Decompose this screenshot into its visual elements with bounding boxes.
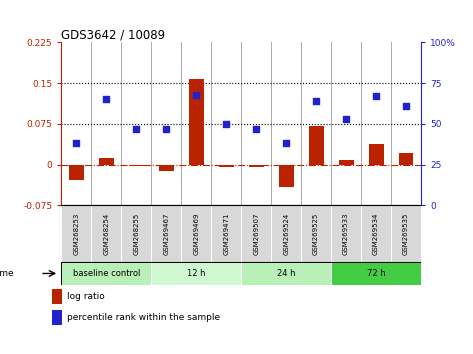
Bar	[69, 165, 84, 180]
Bar	[279, 165, 294, 187]
Text: 24 h: 24 h	[277, 269, 296, 278]
Bar	[398, 153, 413, 165]
Point	[282, 141, 290, 146]
Text: GSM269469: GSM269469	[193, 212, 199, 255]
Text: GSM269535: GSM269535	[403, 212, 409, 255]
FancyBboxPatch shape	[361, 205, 391, 262]
Point	[222, 121, 230, 127]
FancyBboxPatch shape	[271, 205, 301, 262]
FancyBboxPatch shape	[241, 205, 271, 262]
Point	[193, 92, 200, 97]
FancyBboxPatch shape	[151, 262, 241, 285]
Text: GDS3642 / 10089: GDS3642 / 10089	[61, 28, 166, 41]
Text: GSM269471: GSM269471	[223, 212, 229, 255]
Bar	[52, 289, 61, 304]
Point	[132, 126, 140, 132]
Text: GSM269524: GSM269524	[283, 212, 289, 255]
FancyBboxPatch shape	[211, 205, 241, 262]
Text: time: time	[0, 269, 14, 278]
Bar	[308, 126, 324, 165]
Bar	[52, 310, 61, 325]
Point	[73, 141, 80, 146]
Point	[402, 103, 410, 109]
Point	[372, 93, 380, 99]
Bar	[129, 165, 144, 166]
Bar	[368, 144, 384, 165]
Bar	[159, 165, 174, 171]
Point	[163, 126, 170, 132]
Text: GSM269467: GSM269467	[163, 212, 169, 255]
Text: GSM269507: GSM269507	[253, 212, 259, 255]
Text: GSM269534: GSM269534	[373, 212, 379, 255]
FancyBboxPatch shape	[331, 205, 361, 262]
Text: GSM268253: GSM268253	[73, 212, 79, 255]
Bar	[219, 165, 234, 167]
Point	[342, 116, 350, 122]
Text: GSM268254: GSM268254	[104, 212, 109, 255]
FancyBboxPatch shape	[61, 205, 91, 262]
Text: baseline control: baseline control	[73, 269, 140, 278]
Point	[253, 126, 260, 132]
Text: 12 h: 12 h	[187, 269, 206, 278]
Point	[312, 98, 320, 104]
Text: 72 h: 72 h	[367, 269, 385, 278]
Bar	[189, 79, 204, 165]
Point	[103, 97, 110, 102]
FancyBboxPatch shape	[301, 205, 331, 262]
Text: GSM268255: GSM268255	[133, 212, 140, 255]
FancyBboxPatch shape	[122, 205, 151, 262]
FancyBboxPatch shape	[331, 262, 421, 285]
Text: log ratio: log ratio	[67, 292, 105, 301]
Bar	[339, 160, 354, 165]
Bar	[99, 158, 114, 165]
FancyBboxPatch shape	[391, 205, 421, 262]
Text: GSM269525: GSM269525	[313, 212, 319, 255]
FancyBboxPatch shape	[241, 262, 331, 285]
FancyBboxPatch shape	[151, 205, 181, 262]
FancyBboxPatch shape	[91, 205, 122, 262]
Bar	[249, 165, 264, 167]
Text: percentile rank within the sample: percentile rank within the sample	[67, 313, 220, 322]
Text: GSM269533: GSM269533	[343, 212, 349, 255]
FancyBboxPatch shape	[61, 262, 151, 285]
FancyBboxPatch shape	[181, 205, 211, 262]
